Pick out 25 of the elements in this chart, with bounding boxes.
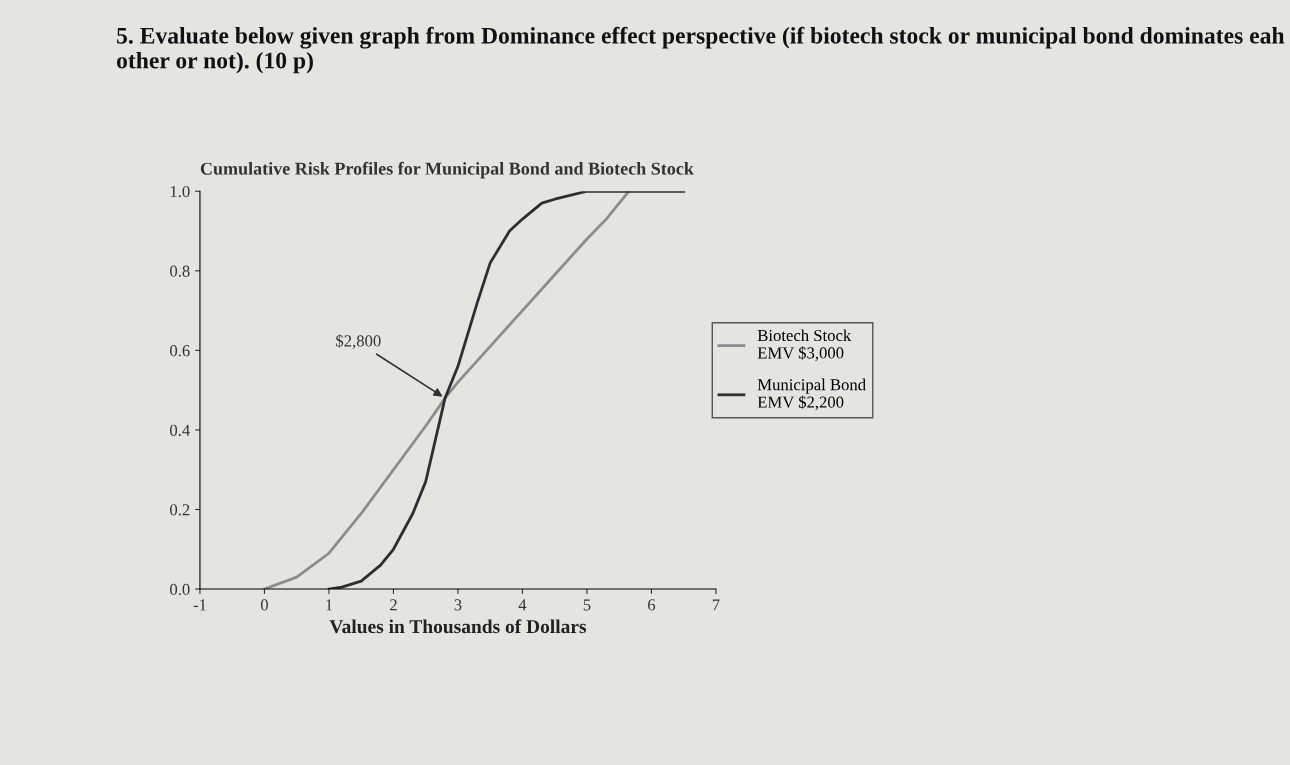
line-series	[263, 191, 631, 590]
x-tick-label: 3	[454, 599, 462, 611]
y-tick-label: 0.0	[170, 583, 190, 596]
x-tick-label: 1	[326, 599, 333, 611]
x-axis-title: Values in Thousands of Dollars	[329, 619, 587, 634]
line-series	[327, 191, 686, 590]
y-tick-label: 0.8	[170, 265, 190, 277]
y-tick-label: 0.6	[170, 345, 190, 357]
x-tick-label: 0	[260, 599, 268, 611]
x-tick-label: 2	[390, 599, 397, 611]
y-tick-label: 0.4	[170, 424, 190, 436]
chart-title: Cumulative Risk Profiles for Municipal Bond and Biotech Stock	[200, 161, 694, 179]
y-tick-label: 1.0	[170, 185, 190, 198]
legend-label: Municipal Bond	[757, 378, 866, 394]
x-tick-label: 5	[583, 599, 591, 611]
x-tick-label: -1	[193, 599, 206, 611]
text: 5. Evaluate below given graph from Dominance effect perspective (if biotech stock or municipal bond dominates eah other or not). (10 p)	[117, 26, 1285, 74]
x-tick-label: 7	[712, 599, 720, 611]
x-tick-label: 6	[648, 599, 656, 611]
x-tick-label: 4	[518, 599, 527, 611]
text: EMV $3,000	[757, 346, 844, 361]
legend-label: Biotech Stock	[757, 329, 852, 342]
text: EMV $2,200	[757, 395, 844, 411]
annotation: $2,800	[336, 334, 381, 349]
y-tick-label: 0.2	[170, 504, 190, 516]
